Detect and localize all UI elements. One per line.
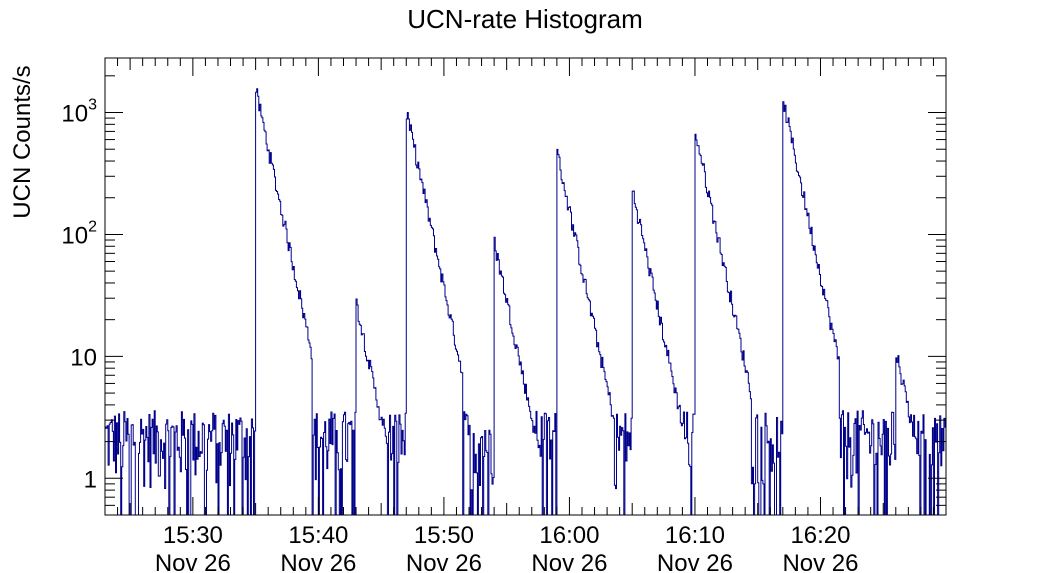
x-tick-label-time: 16:00 [539,522,599,549]
x-tick-label-date: Nov 26 [531,550,607,573]
y-tick-exp: 2 [88,218,97,235]
y-tick-base: 10 [61,222,88,249]
y-tick-label: 10 [70,344,97,371]
x-tick-label-date: Nov 26 [280,550,356,573]
chart-title: UCN-rate Histogram [407,4,643,34]
plot-frame [104,57,947,516]
x-tick-label-date: Nov 26 [657,550,733,573]
x-tick-label-time: 16:20 [790,522,850,549]
y-tick-label: 103 [61,97,97,128]
y-tick-exp: 3 [88,97,97,114]
y-tick-base: 10 [61,101,88,128]
y-tick-base: 1 [84,466,97,493]
y-tick-label: 102 [61,218,97,249]
y-tick-label: 1 [84,466,97,493]
y-axis-label: UCN Counts/s [9,65,36,218]
series-histogram [105,88,946,515]
x-tick-label-time: 15:30 [163,522,223,549]
y-tick-base: 10 [70,344,97,371]
x-tick-label-time: 16:10 [665,522,725,549]
x-tick-label-time: 15:40 [288,522,348,549]
x-tick-label-date: Nov 26 [155,550,231,573]
x-tick-label-time: 15:50 [414,522,474,549]
x-tick-label-date: Nov 26 [782,550,858,573]
x-tick-label-date: Nov 26 [406,550,482,573]
